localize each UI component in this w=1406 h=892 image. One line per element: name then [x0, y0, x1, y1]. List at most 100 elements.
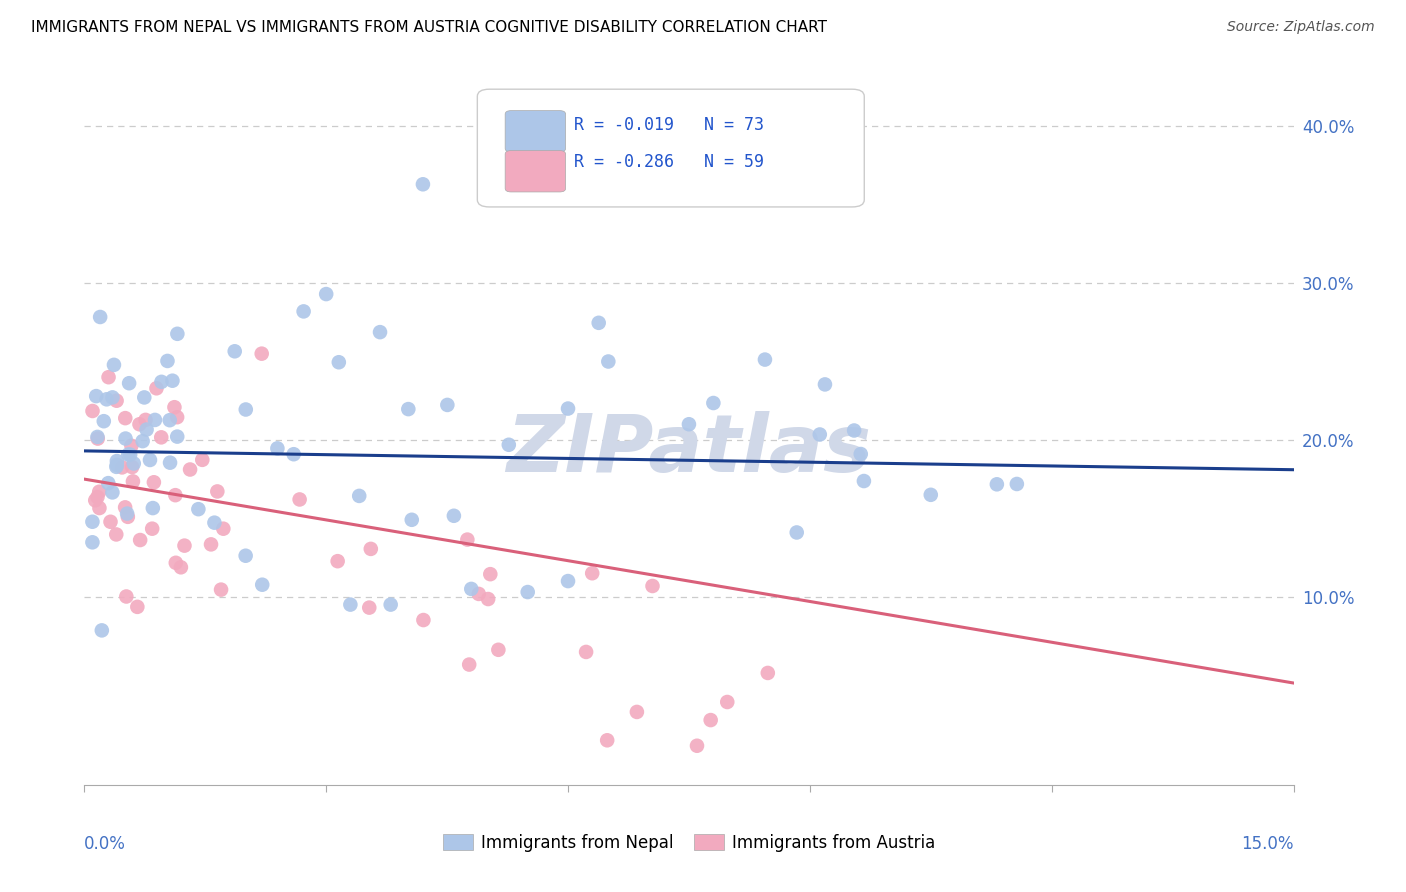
Point [114, 411, 136, 425]
Point [86, 490, 108, 504]
Point [328, 355, 350, 369]
Point [118, 376, 141, 391]
Point [849, 447, 872, 461]
Point [105, 459, 128, 474]
Point [134, 391, 156, 405]
Point [315, 287, 337, 301]
Point [117, 448, 139, 462]
Point [292, 304, 315, 318]
Point [686, 739, 709, 753]
Point [360, 541, 382, 556]
Point [516, 585, 538, 599]
Point [156, 354, 179, 368]
Point [150, 375, 173, 389]
Point [86, 430, 108, 444]
Point [401, 513, 423, 527]
Point [458, 657, 481, 672]
Point [204, 516, 226, 530]
Point [209, 582, 232, 597]
Point [641, 579, 664, 593]
Point [129, 533, 152, 547]
Point [756, 665, 779, 680]
Point [754, 352, 776, 367]
Point [207, 484, 229, 499]
Point [920, 488, 942, 502]
Point [678, 417, 700, 432]
Point [575, 645, 598, 659]
Text: R = -0.286   N = 59: R = -0.286 N = 59 [574, 153, 763, 171]
Point [814, 377, 837, 392]
Point [114, 432, 136, 446]
Point [105, 393, 128, 408]
Point [103, 358, 125, 372]
Point [250, 346, 273, 360]
Point [141, 522, 163, 536]
Point [477, 592, 499, 607]
Point [159, 413, 181, 427]
Point [87, 432, 110, 446]
Point [105, 458, 128, 472]
Point [89, 310, 111, 324]
Legend: Immigrants from Nepal, Immigrants from Austria: Immigrants from Nepal, Immigrants from A… [436, 828, 942, 859]
Point [89, 484, 111, 499]
Point [699, 713, 721, 727]
Point [142, 475, 165, 490]
Point [468, 587, 491, 601]
Point [90, 624, 112, 638]
Point [702, 396, 724, 410]
Point [557, 574, 579, 588]
Point [128, 417, 150, 432]
Point [150, 430, 173, 444]
Point [170, 560, 193, 574]
Point [159, 456, 181, 470]
Point [626, 705, 648, 719]
Point [105, 527, 128, 541]
Point [443, 508, 465, 523]
Point [479, 567, 502, 582]
Point [120, 439, 142, 453]
Text: IMMIGRANTS FROM NEPAL VS IMMIGRANTS FROM AUSTRIA COGNITIVE DISABILITY CORRELATIO: IMMIGRANTS FROM NEPAL VS IMMIGRANTS FROM… [31, 20, 827, 35]
Point [82, 535, 104, 549]
Text: ZIPatlas: ZIPatlas [506, 410, 872, 489]
Point [114, 500, 136, 515]
Point [412, 178, 434, 192]
Point [266, 442, 288, 456]
Point [326, 554, 349, 568]
Point [163, 401, 186, 415]
Point [852, 474, 875, 488]
Point [1005, 477, 1028, 491]
Point [97, 476, 120, 491]
Point [173, 539, 195, 553]
Point [97, 370, 120, 384]
Point [100, 515, 122, 529]
Point [166, 326, 188, 341]
Point [142, 501, 165, 516]
Point [166, 429, 188, 443]
Point [131, 434, 153, 449]
Point [235, 402, 257, 417]
Point [179, 462, 201, 476]
Point [145, 381, 167, 395]
Point [598, 354, 620, 368]
Point [581, 566, 603, 581]
Point [105, 454, 128, 468]
Point [162, 374, 184, 388]
Point [235, 549, 257, 563]
Point [143, 413, 166, 427]
Point [368, 325, 391, 339]
Point [288, 492, 311, 507]
Point [127, 599, 149, 614]
FancyBboxPatch shape [505, 151, 565, 192]
Point [96, 392, 118, 407]
Point [212, 522, 235, 536]
Point [986, 477, 1008, 491]
Point [82, 404, 104, 418]
Point [808, 427, 831, 442]
Point [165, 556, 187, 570]
Point [187, 502, 209, 516]
Point [115, 507, 138, 521]
Point [596, 733, 619, 747]
Point [111, 460, 134, 475]
Point [842, 424, 865, 438]
Point [200, 537, 222, 551]
